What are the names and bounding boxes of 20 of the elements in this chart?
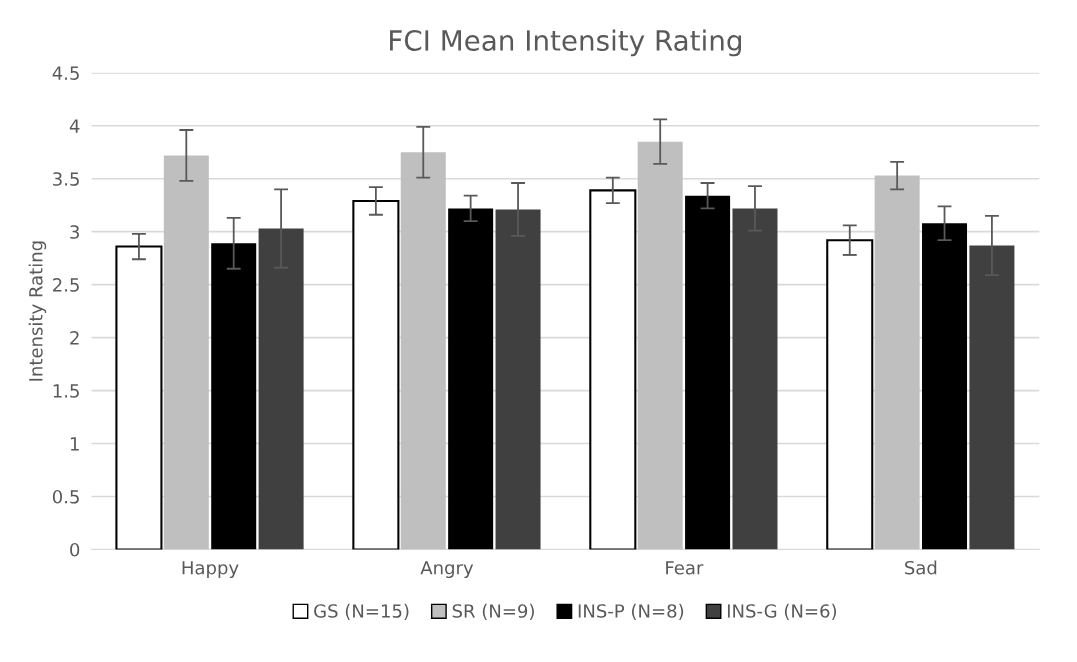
y-tick-label: 3 — [70, 225, 79, 239]
y-axis-title: Intensity Rating — [28, 241, 47, 381]
y-tick-label: 3.5 — [53, 172, 79, 186]
legend-label: INS-P (N=8) — [578, 603, 684, 620]
x-tick-label: Angry — [420, 561, 474, 579]
legend-label: GS (N=15) — [314, 603, 409, 620]
y-tick-label: 2 — [70, 331, 79, 345]
chart-title: FCI Mean Intensity Rating — [390, 29, 741, 57]
legend-label: SR (N=9) — [452, 603, 534, 620]
y-tick-label: 2.5 — [53, 278, 79, 292]
y-tick-label: 4 — [69, 119, 80, 133]
x-tick-label: Sad — [905, 560, 937, 575]
y-tick-label: 0 — [70, 542, 80, 557]
legend-label: INS-G (N=6) — [727, 603, 837, 620]
y-tick-label: 1 — [70, 437, 79, 451]
y-tick-label: 0.5 — [52, 489, 79, 504]
y-tick-label: 4.5 — [52, 66, 79, 80]
x-tick-label: Fear — [666, 561, 704, 575]
x-tick-label: Happy — [182, 561, 239, 579]
y-tick-label: 1.5 — [53, 384, 79, 398]
